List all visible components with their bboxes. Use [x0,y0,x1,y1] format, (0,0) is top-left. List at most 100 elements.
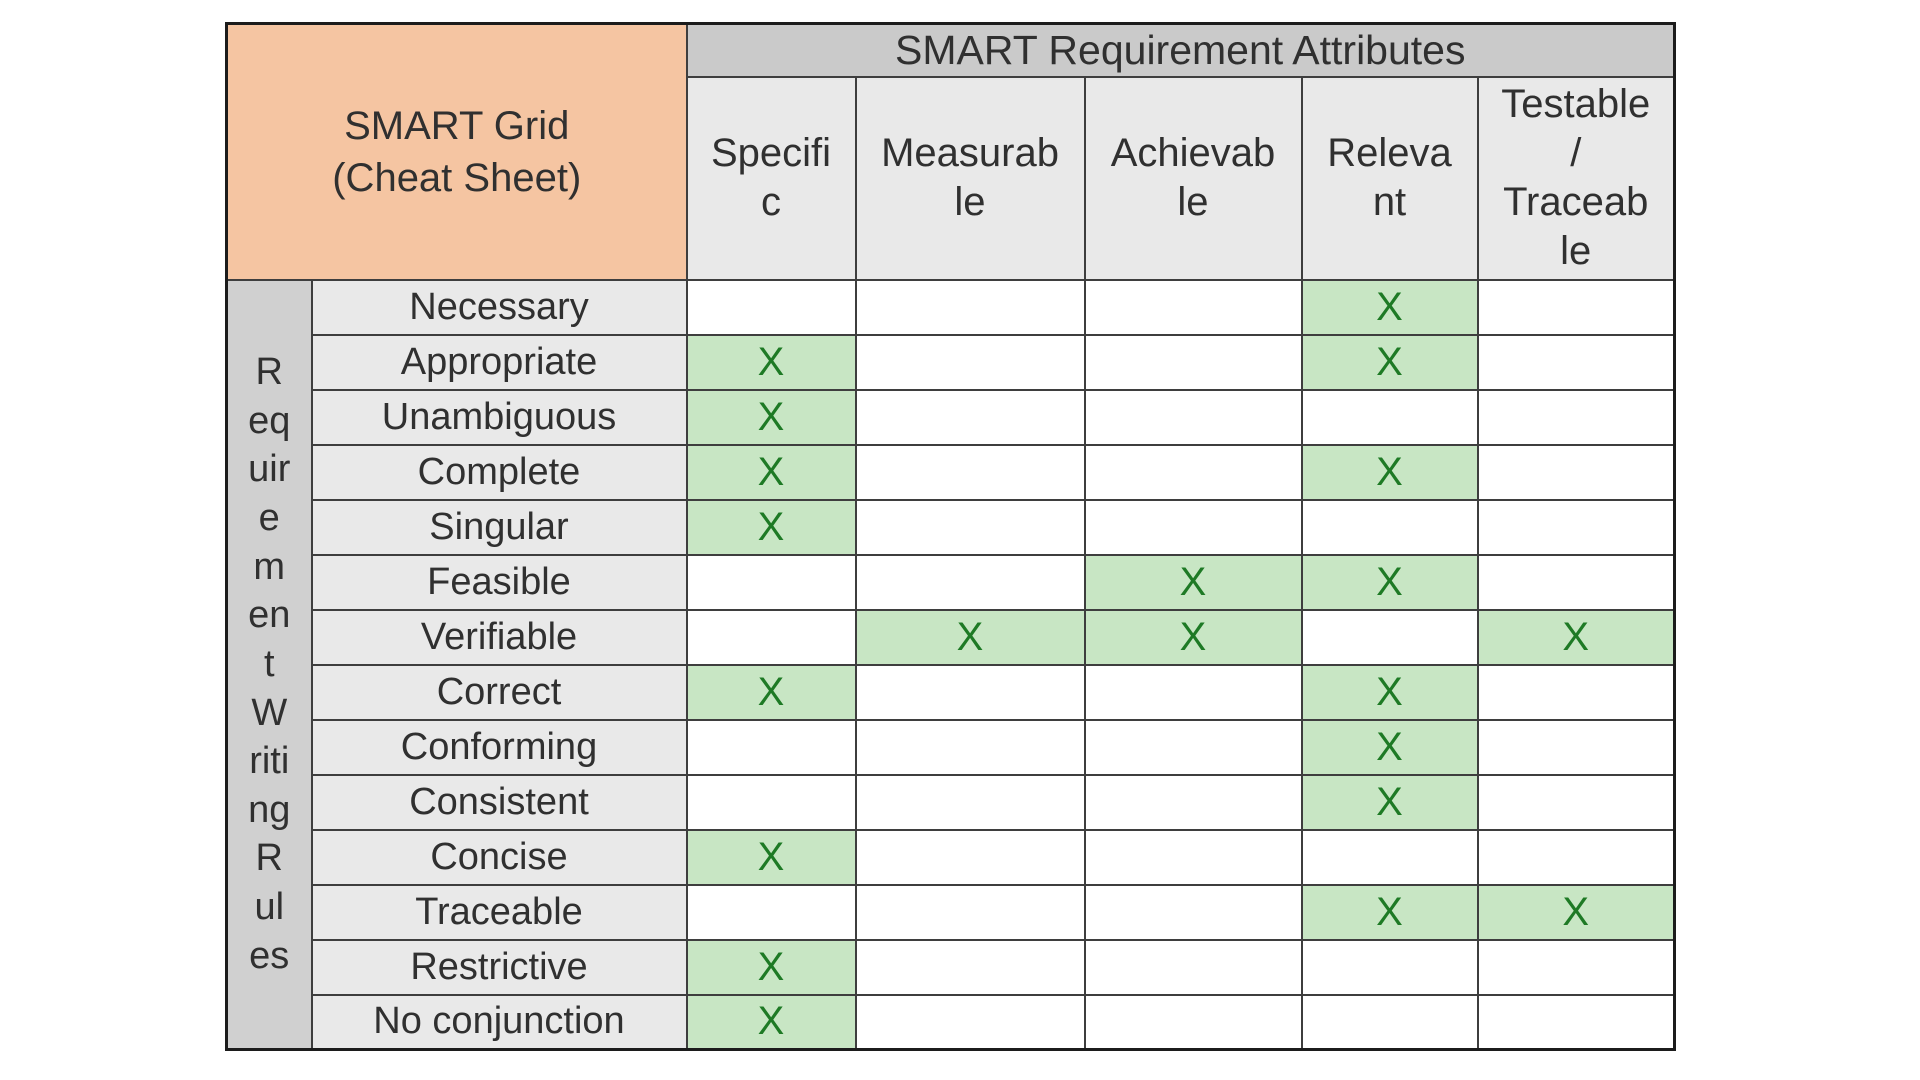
table-row: Consistent X [227,773,1676,831]
mark-cell-complete-relevant: X [1300,443,1479,501]
empty-cell-traceable-specific [685,883,857,941]
row-label-correct: Correct [310,663,688,721]
empty-cell-appropriate-achievable [1083,333,1303,391]
empty-cell-traceable-measurable [854,883,1086,941]
empty-cell-complete-achievable [1083,443,1303,501]
mark-cell-traceable-testable-traceable: X [1476,883,1676,941]
column-header-row: Specifi c Measurab le Achievab le Releva nt… [227,75,1676,281]
table-row: Restrictive X [227,938,1676,996]
empty-cell-correct-testable-traceable [1476,663,1676,721]
empty-cell-no-conjunction-achievable [1083,993,1303,1051]
empty-cell-conforming-achievable [1083,718,1303,776]
column-header-specific: Specifi c [685,75,857,281]
empty-cell-traceable-achievable [1083,883,1303,941]
empty-cell-restrictive-achievable [1083,938,1303,996]
empty-cell-singular-measurable [854,498,1086,556]
empty-cell-unambiguous-achievable [1083,388,1303,446]
empty-cell-necessary-measurable [854,278,1086,336]
empty-cell-conforming-measurable [854,718,1086,776]
empty-cell-appropriate-measurable [854,333,1086,391]
mark-cell-singular-specific: X [685,498,857,556]
row-label-conforming: Conforming [310,718,688,776]
empty-cell-singular-relevant [1300,498,1479,556]
empty-cell-complete-testable-traceable [1476,443,1676,501]
empty-cell-necessary-achievable [1083,278,1303,336]
empty-cell-necessary-specific [685,278,857,336]
empty-cell-restrictive-measurable [854,938,1086,996]
empty-cell-consistent-testable-traceable [1476,773,1676,831]
table-row: R eq uir e m en t W riti ng R ul es Neces… [225,278,1676,1051]
smart-grid-table: SMART Grid (Cheat Sheet) SMART Requireme… [225,22,1676,1051]
empty-cell-unambiguous-measurable [854,388,1086,446]
row-label-complete: Complete [310,443,688,501]
mark-cell-no-conjunction-specific: X [685,993,857,1051]
empty-cell-verifiable-specific [685,608,857,666]
empty-cell-consistent-measurable [854,773,1086,831]
mark-cell-verifiable-measurable: X [854,608,1086,666]
row-label-feasible: Feasible [310,553,688,611]
column-header-measurable: Measurab le [854,75,1086,281]
table-row: Verifiable X X X [227,608,1676,666]
row-label-restrictive: Restrictive [310,938,688,996]
mark-cell-concise-specific: X [685,828,857,886]
empty-cell-necessary-testable-traceable [1476,278,1676,336]
empty-cell-concise-measurable [854,828,1086,886]
empty-cell-conforming-specific [685,718,857,776]
column-header-testable-traceable: Testable / Traceab le [1476,75,1676,281]
table-row: Conforming X [227,718,1676,776]
column-header-achievable: Achievab le [1083,75,1303,281]
empty-cell-complete-measurable [854,443,1086,501]
row-label-necessary: Necessary [310,278,688,336]
empty-cell-consistent-achievable [1083,773,1303,831]
empty-cell-consistent-specific [685,773,857,831]
empty-cell-concise-relevant [1300,828,1479,886]
empty-cell-no-conjunction-relevant [1300,993,1479,1051]
mark-cell-correct-specific: X [685,663,857,721]
empty-cell-concise-achievable [1083,828,1303,886]
mark-cell-consistent-relevant: X [1300,773,1479,831]
row-label-traceable: Traceable [310,883,688,941]
table-row: Singular X [227,498,1676,556]
attributes-header: SMART Requirement Attributes [685,22,1676,78]
empty-cell-singular-achievable [1083,498,1303,556]
mark-cell-verifiable-testable-traceable: X [1476,608,1676,666]
empty-cell-conforming-testable-traceable [1476,718,1676,776]
mark-cell-unambiguous-specific: X [685,388,857,446]
mark-cell-complete-specific: X [685,443,857,501]
row-label-verifiable: Verifiable [310,608,688,666]
empty-cell-correct-measurable [854,663,1086,721]
empty-cell-singular-testable-traceable [1476,498,1676,556]
corner-title: SMART Grid (Cheat Sheet) [225,22,688,281]
table-row: Correct X X [227,663,1676,721]
row-label-appropriate: Appropriate [310,333,688,391]
empty-cell-unambiguous-relevant [1300,388,1479,446]
empty-cell-feasible-testable-traceable [1476,553,1676,611]
empty-cell-no-conjunction-measurable [854,993,1086,1051]
empty-cell-feasible-specific [685,553,857,611]
empty-cell-unambiguous-testable-traceable [1476,388,1676,446]
row-label-singular: Singular [310,498,688,556]
mark-cell-correct-relevant: X [1300,663,1479,721]
empty-cell-no-conjunction-testable-traceable [1476,993,1676,1051]
matrix-body: R eq uir e m en t W riti ng R ul es Neces… [225,278,1676,1051]
empty-cell-feasible-measurable [854,553,1086,611]
table-row: Traceable X X [227,883,1676,941]
table-row: Feasible X X [227,553,1676,611]
empty-cell-restrictive-relevant [1300,938,1479,996]
column-header-relevant: Releva nt [1300,75,1479,281]
row-label-consistent: Consistent [310,773,688,831]
row-label-no-conjunction: No conjunction [310,993,688,1051]
empty-cell-correct-achievable [1083,663,1303,721]
table-row: Unambiguous X [227,388,1676,446]
row-label-unambiguous: Unambiguous [310,388,688,446]
table-row: No conjunction X [227,993,1676,1051]
mark-cell-traceable-relevant: X [1300,883,1479,941]
table-row: Appropriate X X [227,333,1676,391]
empty-cell-concise-testable-traceable [1476,828,1676,886]
mark-cell-feasible-achievable: X [1083,553,1303,611]
attributes-title-row: SMART Grid (Cheat Sheet) SMART Requireme… [225,22,1676,281]
empty-cell-verifiable-relevant [1300,608,1479,666]
row-group-label: R eq uir e m en t W riti ng R ul es [225,278,313,1051]
mark-cell-appropriate-relevant: X [1300,333,1479,391]
